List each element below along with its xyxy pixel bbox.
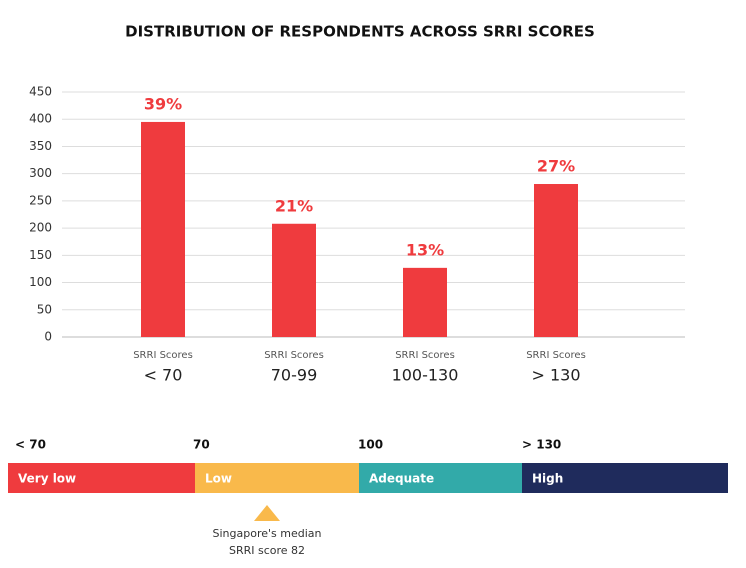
x-tick-label: 100-130: [392, 366, 459, 385]
scale-tick: 70: [193, 438, 210, 452]
y-tick-label: 250: [29, 193, 52, 207]
scale-tick: > 130: [522, 438, 561, 452]
scale-tick: < 70: [15, 438, 46, 452]
x-tick-heading: SRRI Scores: [133, 350, 193, 361]
x-tick-label: > 130: [531, 366, 580, 385]
data-label: 13%: [406, 240, 444, 259]
data-label: 21%: [275, 196, 313, 215]
x-tick-heading: SRRI Scores: [395, 350, 455, 361]
x-tick-heading: SRRI Scores: [526, 350, 586, 361]
scale-tick: 100: [358, 438, 383, 452]
x-tick-heading: SRRI Scores: [264, 350, 324, 361]
scale-band: [359, 463, 522, 493]
data-label: 39%: [144, 94, 182, 113]
scale-band: [195, 463, 359, 493]
y-tick-label: 400: [29, 112, 52, 126]
y-tick-label: 0: [44, 330, 52, 344]
median-marker: [254, 505, 280, 521]
bar: [141, 121, 185, 337]
y-tick-label: 300: [29, 166, 52, 180]
band-label: Adequate: [369, 472, 434, 486]
y-tick-label: 50: [37, 302, 52, 316]
y-tick-label: 450: [29, 85, 52, 99]
y-tick-label: 150: [29, 248, 52, 262]
x-tick-label: 70-99: [271, 366, 318, 385]
data-label: 27%: [537, 157, 575, 176]
bar: [272, 223, 316, 337]
scale-band: [522, 463, 728, 493]
x-tick-label: < 70: [144, 366, 183, 385]
marker-text: Singapore's median: [213, 527, 322, 540]
y-tick-label: 100: [29, 275, 52, 289]
chart-title: DISTRIBUTION OF RESPONDENTS ACROSS SRRI …: [125, 23, 595, 41]
bar: [534, 184, 578, 337]
marker-text: SRRI score 82: [229, 544, 305, 557]
band-label: Low: [205, 472, 232, 486]
y-tick-label: 350: [29, 139, 52, 153]
band-label: Very low: [18, 472, 76, 486]
bar: [403, 267, 447, 337]
scale-band: [8, 463, 195, 493]
y-tick-label: 200: [29, 221, 52, 235]
band-label: High: [532, 472, 563, 486]
